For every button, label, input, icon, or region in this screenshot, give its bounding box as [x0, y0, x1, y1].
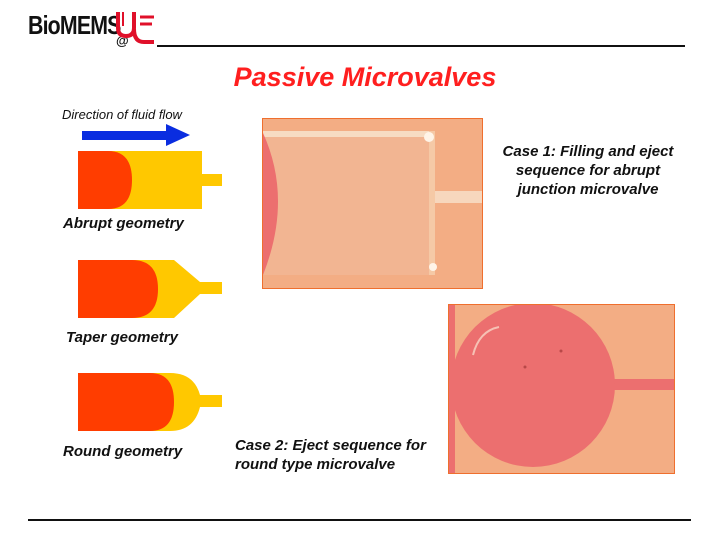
footer-rule — [28, 519, 691, 521]
flow-arrow-icon — [82, 124, 190, 146]
case-1-caption: Case 1: Filling and eject sequence for a… — [502, 143, 674, 198]
header-rule — [157, 45, 685, 47]
taper-geometry-diagram — [78, 260, 222, 318]
case-2-caption: Case 2: Eject sequence for round type mi… — [235, 436, 447, 474]
round-microvalve-photo — [448, 304, 675, 474]
abrupt-geometry-diagram — [78, 151, 222, 209]
round-geometry-diagram — [78, 373, 222, 431]
flow-direction-label: Direction of fluid flow — [62, 107, 182, 122]
case-2-caption-text: Case 2: Eject sequence for round type mi… — [235, 437, 426, 473]
abrupt-microvalve-photo — [262, 118, 483, 289]
slide-title: Passive Microvalves — [233, 62, 497, 92]
abrupt-geometry-label: Abrupt geometry — [63, 215, 184, 232]
logo-text: BioMEMS — [28, 10, 121, 40]
taper-geometry-label: Taper geometry — [66, 329, 178, 346]
round-geometry-label: Round geometry — [63, 443, 183, 460]
uic-logo-icon — [116, 12, 154, 44]
